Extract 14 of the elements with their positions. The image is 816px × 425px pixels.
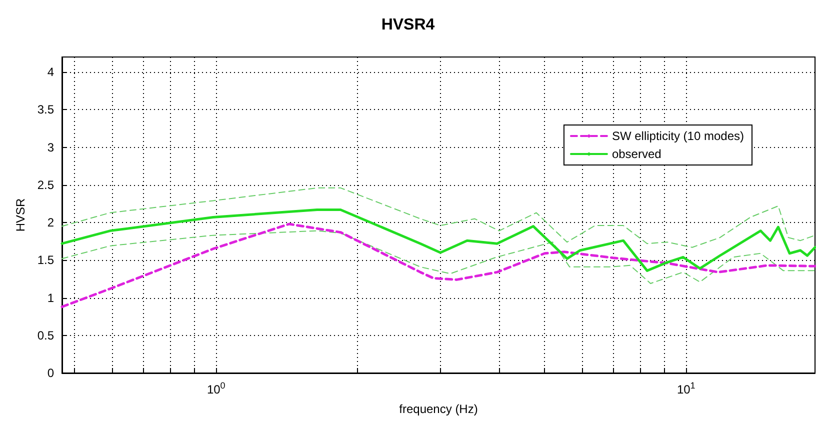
y-tick-label: 0 [47, 366, 54, 380]
y-axis-title: HVSR [13, 198, 28, 232]
chart-title: HVSR4 [381, 16, 435, 34]
y-tick-label: 2 [47, 216, 54, 230]
y-tick-label: 1.5 [37, 253, 54, 268]
y-tick-label: 2.5 [37, 178, 54, 192]
y-tick-label: 3 [47, 140, 54, 154]
x-axis-title: frequency (Hz) [399, 402, 478, 416]
y-tick-label: 3.5 [37, 102, 54, 117]
legend-label: SW ellipticity (10 modes) [612, 129, 744, 143]
y-tick-label: 1 [47, 290, 54, 305]
y-tick-label: 4 [47, 65, 54, 80]
y-tick-label: 0.5 [37, 328, 54, 342]
legend-label: observed [612, 147, 662, 161]
